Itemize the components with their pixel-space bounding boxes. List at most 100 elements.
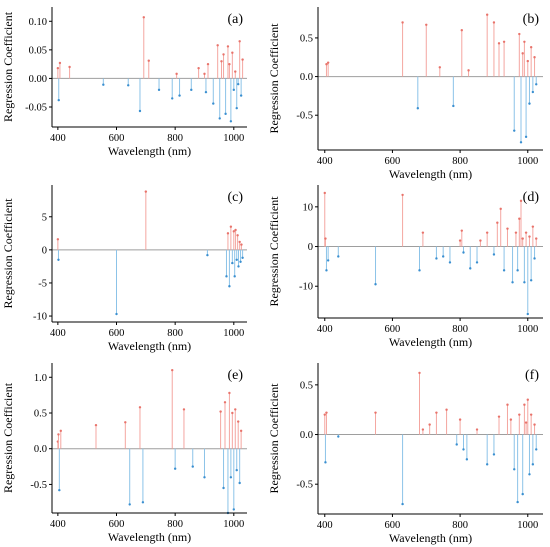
stem-marker-14 [236,234,239,237]
stem-marker-26 [524,421,528,424]
stem-marker-32 [526,312,529,316]
panel-label: (f) [525,368,539,383]
stem-marker-4 [425,23,428,26]
stem-marker-29 [521,237,524,240]
stem-marker-9 [435,257,438,260]
stem-marker-32 [535,448,538,451]
stem-marker-31 [237,82,240,86]
stem-marker-10 [171,97,174,100]
x-tick-label: 600 [385,520,401,531]
stem-marker-2 [325,269,328,272]
stem-marker-20 [218,117,221,120]
stem-marker-7 [421,428,425,431]
stem-marker-5 [438,66,442,69]
stem-marker-32 [238,40,241,43]
stem-marker-28 [232,88,236,92]
stem-marker-7 [142,16,145,19]
stem-marker-15 [519,141,523,144]
stem-marker-15 [237,265,240,268]
stem-marker-9 [485,13,489,16]
stem-marker-16 [475,261,479,264]
y-tick-label: 0.0 [34,444,47,455]
stem-marker-28 [528,473,531,476]
stem-marker-7 [418,269,421,272]
y-tick-label: -10 [33,312,47,323]
stem-marker-35 [531,225,535,228]
stem-marker-2 [58,488,61,492]
stem-marker-6 [138,109,142,113]
stem-marker-21 [220,60,223,63]
stem-marker-22 [502,269,506,272]
stem-marker-20 [509,418,513,421]
stem-marker-13 [235,258,238,261]
stem-marker-17 [206,62,210,66]
x-tick-label: 400 [317,520,333,531]
stem-marker-6 [452,104,455,108]
stem-marker-30 [235,106,238,110]
stem-marker-5 [127,84,130,87]
stem-marker-25 [514,231,518,234]
x-tick-label: 600 [385,324,401,335]
x-tick-label: 800 [452,156,468,167]
y-tick-label: -5 [38,278,47,289]
stem-marker-1 [324,237,327,240]
stem-marker-16 [485,463,489,466]
stem-marker-21 [513,468,516,471]
stem-marker-14 [219,410,222,413]
stem-marker-5 [401,502,404,506]
y-tick-label: 0.5 [300,380,313,391]
stem-marker-3 [59,429,62,433]
stem-marker-0 [56,238,60,241]
y-axis-label: Regression Coefficient [1,11,15,122]
stem-marker-11 [448,261,452,264]
y-tick-label: -0.05 [25,103,47,114]
y-tick-label: -10 [299,282,313,293]
stem-marker-8 [467,69,470,72]
stem-marker-22 [222,53,225,56]
x-tick-label: 1000 [223,519,244,530]
stem-marker-6 [418,371,421,375]
stem-marker-23 [506,227,509,230]
stem-marker-25 [523,403,526,406]
stem-marker-12 [458,418,462,421]
stem-marker-1 [57,98,60,102]
stem-marker-16 [521,52,524,55]
stem-marker-8 [229,225,233,228]
x-tick-label: 400 [317,324,333,335]
y-tick-label: 0.5 [34,409,47,420]
stem-marker-1 [57,258,60,261]
stem-marker-26 [239,429,243,433]
stem-marker-10 [232,230,236,233]
stem-marker-15 [475,428,479,431]
panel-label: (c) [227,190,243,205]
stem-marker-9 [171,368,174,372]
stem-marker-2 [58,61,62,65]
stem-marker-18 [212,102,215,105]
x-tick-label: 800 [167,519,183,530]
stem-marker-7 [460,28,463,32]
y-tick-label: 0.0 [300,430,313,441]
x-axis-label: Wavelength (nm) [389,335,472,349]
stem-marker-23 [235,468,238,472]
panel-label: (b) [523,12,540,27]
panel-label: (d) [523,190,540,205]
chart-panel-e: -0.5 0.0 0.5 1.0 400 600 800 1000 Wavelength (nm… [1,363,247,544]
stem-marker-12 [191,465,194,468]
chart-panel-b: -0.5 0.0 0.5 400 600 800 1000 Wavelength (nm) Re… [267,7,543,181]
y-axis-label: Regression Coefficient [1,198,15,309]
y-tick-label: 0.10 [29,17,47,28]
stem-marker-13 [462,448,465,451]
stem-marker-21 [232,508,236,511]
stem-marker-23 [224,112,227,116]
stem-marker-19 [229,476,233,479]
stem-marker-34 [529,279,533,282]
stem-marker-10 [492,21,496,24]
stem-marker-11 [182,408,186,411]
stem-marker-22 [516,500,519,504]
x-tick-label: 400 [50,133,66,144]
stem-marker-27 [518,217,521,220]
stem-marker-23 [518,413,521,416]
stem-marker-14 [462,251,465,254]
stem-marker-12 [178,94,181,97]
